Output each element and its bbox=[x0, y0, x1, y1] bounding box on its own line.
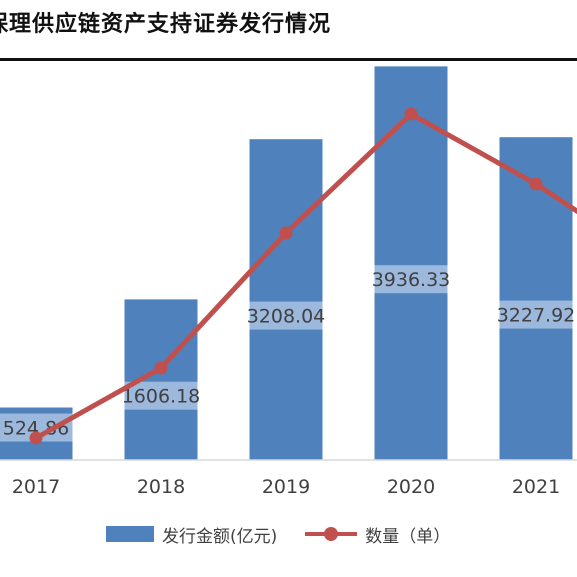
line-point-2021 bbox=[529, 177, 543, 191]
x-tick-2017: 2017 bbox=[12, 476, 60, 498]
data-label-band-2020 bbox=[374, 265, 448, 294]
x-tick-2021: 2021 bbox=[512, 476, 560, 498]
data-label-2017: 524.86 bbox=[3, 418, 69, 440]
data-label-band-2019 bbox=[249, 301, 323, 330]
bar-2021 bbox=[499, 137, 573, 460]
x-tick-2018: 2018 bbox=[137, 476, 185, 498]
combo-chart: 524.86 1606.18 3208.04 3936.33 3227.92 2017 20… bbox=[0, 66, 577, 498]
line-point-2019 bbox=[279, 226, 293, 240]
bar-2020 bbox=[374, 66, 448, 460]
data-label-2020: 3936.33 bbox=[372, 269, 451, 291]
data-label-2018: 1606.18 bbox=[122, 386, 201, 408]
data-label-band-2021 bbox=[499, 300, 573, 329]
data-label-2021: 3227.92 bbox=[497, 305, 576, 327]
bar-2019 bbox=[249, 139, 323, 461]
x-tick-2019: 2019 bbox=[262, 476, 310, 498]
legend: 发行金额(亿元) 数量（单） bbox=[106, 522, 451, 547]
title-rule bbox=[0, 58, 577, 61]
data-label-2019: 3208.04 bbox=[247, 306, 326, 328]
line-point-2017 bbox=[29, 431, 43, 445]
line-series-count bbox=[34, 111, 577, 441]
legend-line-label: 数量（单） bbox=[365, 526, 451, 547]
line-point-2020 bbox=[404, 107, 418, 121]
x-tick-2020: 2020 bbox=[387, 476, 435, 498]
legend-line-swatch bbox=[305, 526, 358, 542]
legend-bar-swatch bbox=[106, 526, 154, 542]
chart-title: 保理供应链资产支持证券发行情况 bbox=[0, 12, 332, 37]
legend-bar-label: 发行金额(亿元) bbox=[162, 526, 278, 547]
data-label-band-2018 bbox=[124, 381, 198, 410]
line-point-2018 bbox=[154, 361, 168, 375]
